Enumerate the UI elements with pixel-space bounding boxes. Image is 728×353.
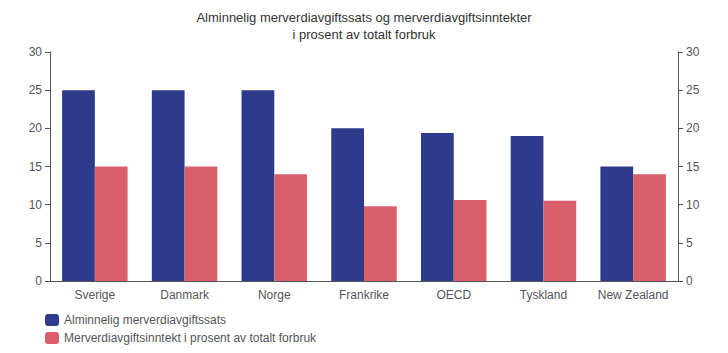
svg-text:i prosent av totalt forbruk: i prosent av totalt forbruk (292, 27, 436, 42)
svg-text:OECD: OECD (436, 288, 471, 302)
svg-text:20: 20 (29, 121, 43, 135)
svg-text:New Zealand: New Zealand (598, 288, 669, 302)
svg-text:0: 0 (686, 274, 693, 288)
svg-text:Sverige: Sverige (75, 288, 116, 302)
svg-text:30: 30 (686, 45, 700, 59)
svg-text:25: 25 (29, 83, 43, 97)
svg-text:20: 20 (686, 121, 700, 135)
svg-text:15: 15 (29, 160, 43, 174)
svg-text:Merverdiavgiftsinntekt i prose: Merverdiavgiftsinntekt i prosent av tota… (64, 331, 317, 345)
svg-text:Tyskland: Tyskland (520, 288, 567, 302)
svg-text:25: 25 (686, 83, 700, 97)
svg-text:Norge: Norge (258, 288, 291, 302)
svg-text:5: 5 (686, 236, 693, 250)
svg-text:5: 5 (35, 236, 42, 250)
svg-text:15: 15 (686, 160, 700, 174)
svg-text:30: 30 (29, 45, 43, 59)
svg-text:0: 0 (35, 274, 42, 288)
svg-text:Danmark: Danmark (160, 288, 210, 302)
svg-text:10: 10 (29, 198, 43, 212)
svg-text:Alminnelig merverdiavgiftssats: Alminnelig merverdiavgiftssats (64, 313, 226, 327)
svg-text:10: 10 (686, 198, 700, 212)
svg-text:Frankrike: Frankrike (339, 288, 389, 302)
svg-text:Alminnelig merverdiavgiftssats: Alminnelig merverdiavgiftssats og merver… (196, 10, 532, 25)
